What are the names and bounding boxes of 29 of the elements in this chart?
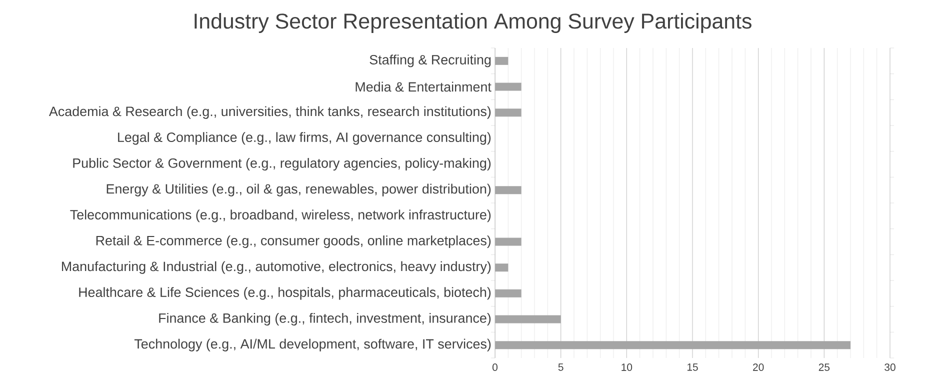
y-tick-label: Staffing & Recruiting [370,54,491,68]
x-tick-label: 20 [753,364,764,371]
y-tick-label: Public Sector & Government (e.g., regulatory agencies, policy-making) [73,158,491,171]
y-tick-label: Manufacturing & Industrial (e.g., automotive, electronics, heavy industry) [62,261,491,274]
x-tick-label: 0 [492,364,498,371]
y-tick-label: Retail & E-commerce (e.g., consumer goods, online marketplaces) [96,235,491,248]
y-tick-label: Finance & Banking (e.g., fintech, investment, insurance) [159,312,491,326]
y-tick-label: Energy & Utilities (e.g., oil & gas, renewables, power distribution) [106,184,491,196]
y-tick-label: Technology (e.g., AI/ML development, software, IT services) [134,338,491,352]
bar [495,56,508,65]
y-tick-label: Healthcare & Life Sciences (e.g., hospitals, pharmaceuticals, biotech) [79,287,491,300]
chart-title: Industry Sector Representation Among Survey Participants [194,13,752,33]
bar [495,289,522,298]
bar [495,315,561,324]
y-tick-label: Academia & Research (e.g., universities, think tanks, research institutions) [48,106,491,119]
x-tick-label: 5 [558,364,564,371]
bar [495,264,508,272]
bar [495,341,851,350]
x-tick-label: 30 [884,364,896,371]
bar [495,82,522,91]
y-tick-label: Telecommunications (e.g., broadband, wireless, network infrastructure) [70,210,491,222]
y-tick-label: Legal & Compliance (e.g., law firms, AI governance consulting) [118,132,491,145]
bar [495,186,522,194]
bar [495,238,522,246]
x-tick-label: 15 [687,364,698,371]
x-tick-label: 10 [622,364,632,371]
x-tick-label: 25 [818,364,830,371]
y-tick-label: Media & Entertainment [356,82,492,92]
bar [495,108,522,117]
